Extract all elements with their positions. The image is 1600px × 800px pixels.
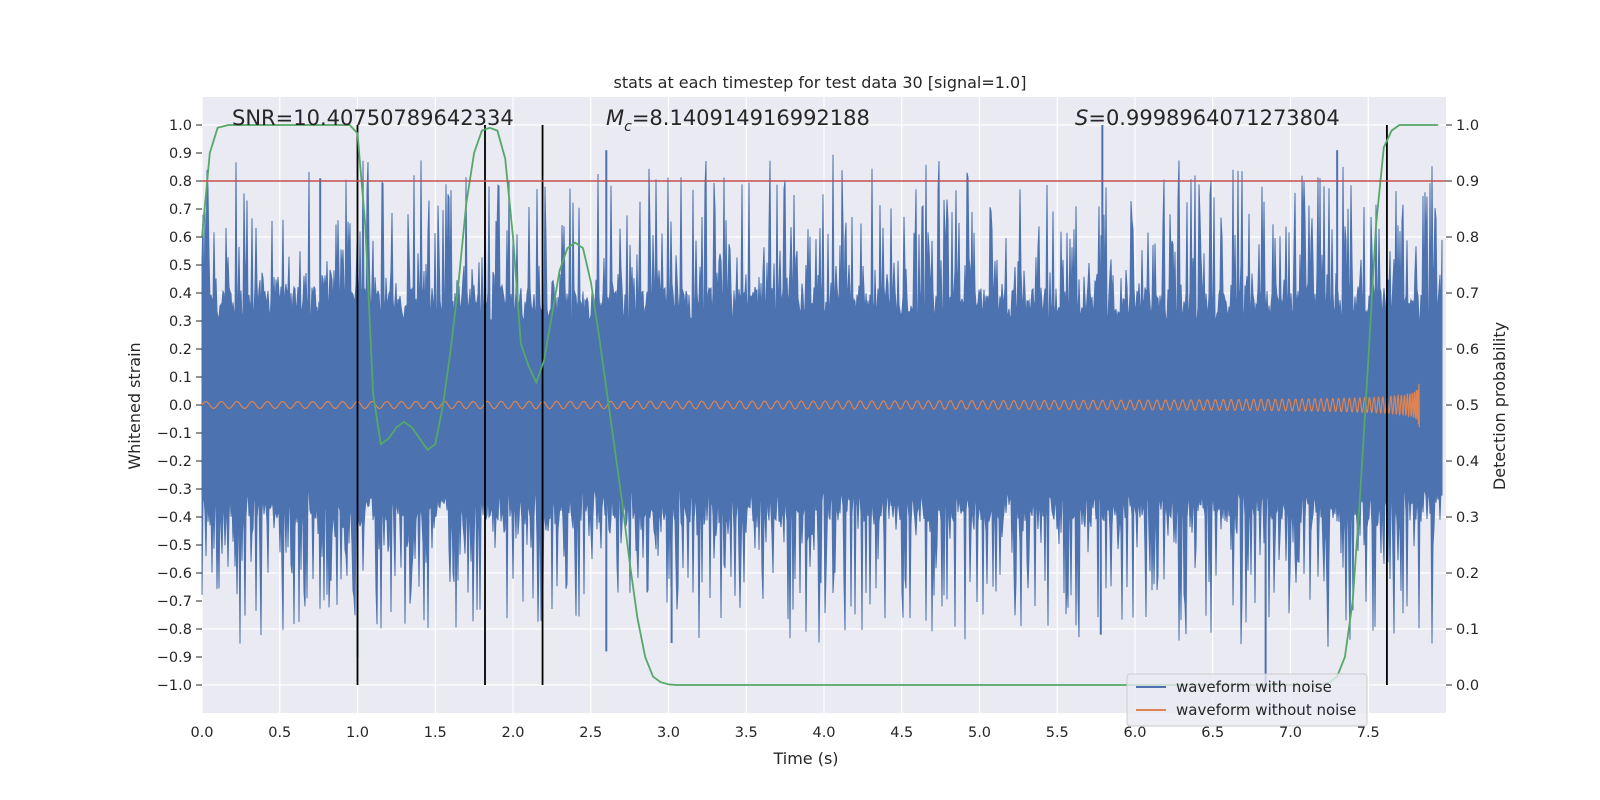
legend: waveform with noise waveform without noi… (1126, 673, 1368, 727)
y2-tick-label: 0.4 (1456, 454, 1479, 470)
y-tick-label: 0.4 (169, 286, 192, 302)
y-tick-label: −0.8 (157, 622, 192, 638)
y2-tick-label: 0.3 (1456, 510, 1479, 526)
chirp-mass-value: =8.140914916992188 (632, 106, 870, 130)
x-tick-label: 4.5 (890, 725, 913, 741)
series-detection-probability (201, 124, 1439, 686)
y2-tick-label: 0.9 (1456, 174, 1479, 190)
y2-tick-label: 0.2 (1456, 566, 1479, 582)
y-tick-label: 0.7 (169, 202, 192, 218)
y-tick-label: −0.1 (157, 426, 192, 442)
y2-axis-label: Detection probability (1490, 322, 1509, 490)
y-axis-label: Whitened strain (125, 342, 144, 469)
x-tick-label: 5.5 (1046, 725, 1069, 741)
x-tick-label: 7.5 (1357, 725, 1380, 741)
x-tick-label: 4.0 (812, 725, 835, 741)
y-tick-label: 0.3 (169, 314, 192, 330)
chirp-mass-annotation: Mc=8.140914916992188 (606, 106, 870, 135)
y-tick-label: −1.0 (157, 678, 192, 694)
noise-envelope (201, 154, 1443, 647)
event-lines (356, 125, 1388, 685)
y-tick-label: −0.4 (157, 510, 192, 526)
probability-line (201, 124, 1439, 686)
y2-axis-ticks: 1.0 0.9 0.8 0.7 0.6 0.5 0.4 0.3 0.2 0.1 0.0 (1446, 118, 1479, 694)
y-tick-label: 0.2 (169, 342, 192, 358)
x-tick-label: 5.0 (968, 725, 991, 741)
chart-title: stats at each timestep for test data 30 … (614, 73, 1027, 92)
y-tick-label: −0.3 (157, 482, 192, 498)
y2-tick-label: 0.5 (1456, 398, 1479, 414)
x-tick-label: 6.5 (1201, 725, 1224, 741)
significance-value: =0.9998964071273804 (1088, 106, 1339, 130)
x-axis-ticks: 0.0 0.5 1.0 1.5 2.0 2.5 3.0 3.5 4.0 4.5 5.0 5.5 6.0 6… (190, 725, 1379, 741)
y-tick-label: 1.0 (169, 118, 192, 134)
x-tick-label: 1.5 (424, 725, 447, 741)
legend-label-without-noise: waveform without noise (1176, 701, 1356, 719)
chirp-mass-symbol: M (606, 106, 624, 130)
x-tick-label: 2.5 (579, 725, 602, 741)
y-tick-label: 0.6 (169, 230, 192, 246)
x-tick-label: 0.5 (268, 725, 291, 741)
series-waveform-without-noise (201, 383, 1420, 428)
x-axis-label: Time (s) (772, 749, 838, 768)
x-tick-label: 2.0 (501, 725, 524, 741)
chirp-mass-subscript: c (624, 119, 632, 135)
y-tick-label: −0.6 (157, 566, 192, 582)
y-axis-ticks: 1.0 0.9 0.8 0.7 0.6 0.5 0.4 0.3 0.2 0.1 0.0 −0.1 −0.… (157, 118, 202, 694)
x-tick-label: 7.0 (1279, 725, 1302, 741)
y-tick-label: 0.9 (169, 146, 192, 162)
significance-annotation: S=0.9998964071273804 (1075, 106, 1340, 130)
y2-tick-label: 0.0 (1456, 678, 1479, 694)
y-tick-label: −0.9 (157, 650, 192, 666)
significance-symbol: S (1075, 106, 1088, 130)
y-tick-label: 0.1 (169, 370, 192, 386)
y-tick-label: −0.2 (157, 454, 192, 470)
y-tick-label: 0.8 (169, 174, 192, 190)
legend-label-with-noise: waveform with noise (1176, 678, 1332, 696)
legend-box (1126, 673, 1368, 727)
y-tick-label: 0.0 (169, 398, 192, 414)
y-tick-label: 0.5 (169, 258, 192, 274)
y-tick-label: −0.5 (157, 538, 192, 554)
y-tick-label: −0.7 (157, 594, 192, 610)
y2-tick-label: 0.7 (1456, 286, 1479, 302)
x-tick-label: 1.0 (346, 725, 369, 741)
snr-annotation: SNR=10.40750789642334 (232, 106, 514, 130)
y2-tick-label: 1.0 (1456, 118, 1479, 134)
x-tick-label: 3.5 (735, 725, 758, 741)
x-tick-label: 0.0 (190, 725, 213, 741)
x-tick-label: 6.0 (1123, 725, 1146, 741)
chirp-line (201, 383, 1420, 428)
y2-tick-label: 0.8 (1456, 230, 1479, 246)
y2-tick-label: 0.1 (1456, 622, 1479, 638)
y2-tick-label: 0.6 (1456, 342, 1479, 358)
x-tick-label: 3.0 (657, 725, 680, 741)
